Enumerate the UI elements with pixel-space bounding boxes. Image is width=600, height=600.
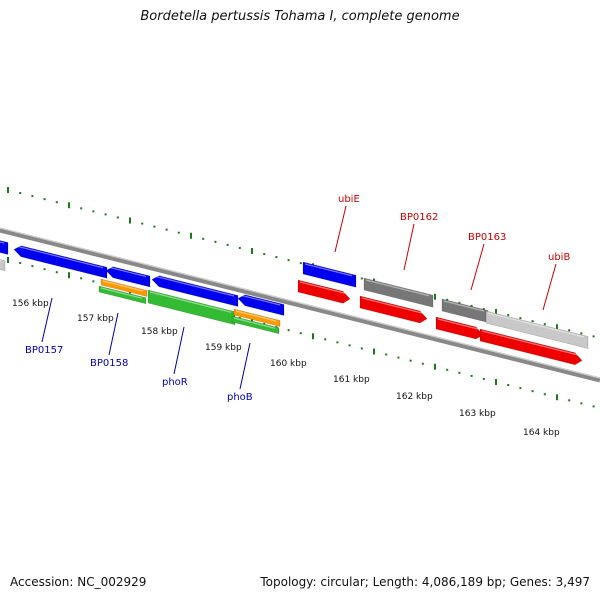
gene-feature-shine [437, 318, 480, 330]
map-title: Bordetella pertussis Tohama I, complete … [140, 9, 460, 24]
scale-label: 164 kbp [523, 428, 560, 438]
gene-feature [363, 277, 434, 308]
gene-feature [435, 316, 484, 340]
gene-feature-shine [0, 241, 5, 244]
gene-feature-shine [361, 297, 424, 314]
backbone-highlight [0, 227, 600, 379]
gene-label: BP0162 [400, 212, 438, 223]
text-labels: 156 kbp 157 kbp 158 kbp 159 kbp 160 kbp 161 k… [12, 194, 570, 438]
gene-feature-shine [365, 279, 430, 297]
leader-line [108, 312, 119, 356]
backbone-line [0, 227, 600, 383]
genome-summary: Topology: circular; Length: 4,086,189 bp… [260, 575, 590, 589]
tick-marks [7, 187, 595, 408]
leader-line [239, 342, 251, 390]
gene-feature [13, 245, 108, 279]
scale-label: 158 kbp [141, 327, 178, 337]
gene-label: BP0157 [25, 345, 63, 356]
gene-feature-shine [149, 291, 232, 313]
gene-label: phoB [227, 392, 253, 403]
gene-feature-shine [443, 300, 485, 312]
gene-feature-shine [100, 287, 143, 299]
gene-feature [105, 266, 151, 288]
gene-feature-shine [102, 280, 144, 292]
leader-line [403, 223, 415, 271]
scale-label: 156 kbp [12, 299, 49, 309]
scale-label: 159 kbp [205, 343, 242, 353]
label-leader-lines [41, 205, 557, 390]
gene-feature [233, 308, 281, 327]
accession-label: Accession: NC_002929 [10, 575, 147, 589]
gene-feature-shine [239, 294, 281, 306]
gene-feature-shine [299, 281, 347, 295]
genome-backbone [0, 227, 600, 383]
gene-feature [98, 285, 147, 305]
leader-line [542, 263, 557, 311]
scale-label: 163 kbp [459, 409, 496, 419]
scale-label: 162 kbp [396, 392, 433, 402]
gene-feature-shine [487, 312, 585, 338]
gene-label: phoR [162, 377, 188, 388]
scale-label: 157 kbp [77, 314, 114, 324]
leader-line [173, 326, 185, 375]
gene-feature-shine [107, 266, 147, 278]
gene-feature-shine [235, 310, 277, 322]
gene-label: ubiB [548, 252, 570, 263]
scale-label: 160 kbp [270, 359, 307, 369]
gene-feature [0, 259, 6, 272]
gene-feature-shine [481, 330, 579, 356]
leader-line [334, 205, 347, 253]
gene-feature [302, 261, 357, 288]
gene-feature [0, 240, 9, 255]
gene-feature [100, 278, 148, 297]
gene-feature [231, 315, 280, 335]
scale-label: 161 kbp [333, 375, 370, 385]
gene-feature-shine [153, 275, 235, 297]
gene-features [0, 240, 589, 366]
gene-label: BP0158 [90, 358, 128, 369]
gene-feature [151, 275, 239, 307]
gene-feature [359, 295, 428, 324]
gene-feature [485, 310, 589, 349]
gene-feature [147, 289, 236, 326]
leader-line [41, 297, 53, 343]
leader-line [470, 243, 485, 291]
gene-label: BP0163 [468, 232, 506, 243]
gene-feature-shine [15, 245, 104, 269]
gene-feature [237, 294, 285, 316]
gene-feature-shine [233, 317, 276, 329]
gene-feature [297, 279, 351, 304]
gene-feature [479, 328, 583, 366]
gene-feature-shine [304, 263, 353, 277]
gene-label: ubiE [338, 194, 360, 205]
